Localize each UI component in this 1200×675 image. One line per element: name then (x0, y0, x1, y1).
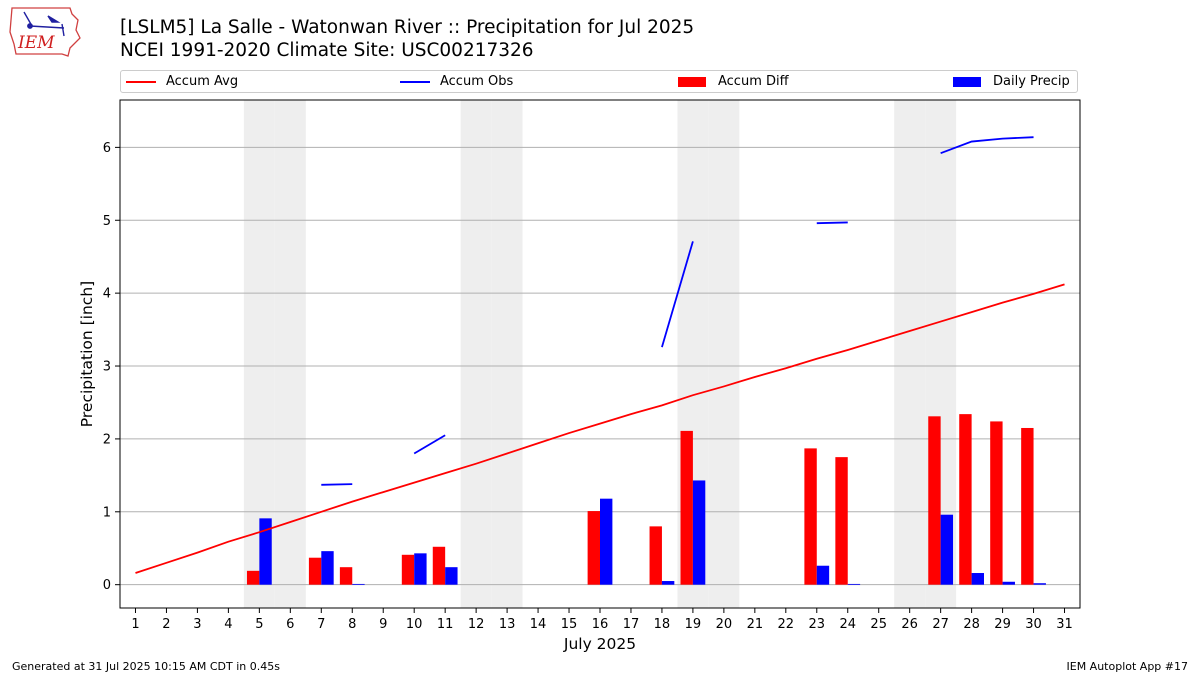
x-tick-label-10: 10 (406, 617, 423, 632)
app-label: IEM Autoplot App #17 (1066, 660, 1189, 673)
bar-accum-diff-day-30 (1021, 427, 1034, 585)
x-tick-label-31: 31 (1056, 617, 1073, 632)
legend-label-accum-diff: Accum Diff (718, 74, 789, 89)
x-tick-label-30: 30 (1025, 617, 1042, 632)
y-tick-label-5: 5 (103, 214, 111, 229)
x-tick-label-8: 8 (348, 617, 356, 632)
bar-daily-precip-day-27 (940, 514, 954, 585)
chart-legend: Accum Avg Accum Obs Accum Diff Daily Pre… (120, 70, 1078, 93)
x-tick-label-23: 23 (809, 617, 826, 632)
x-tick-label-6: 6 (286, 617, 294, 632)
bar-accum-diff-day-18 (649, 526, 662, 585)
weekend-band-20 (708, 100, 740, 608)
iem-logo: IEM (9, 7, 81, 57)
weekend-band-6 (274, 100, 306, 608)
x-tick-label-15: 15 (561, 617, 578, 632)
line-accum-obs-segment-2 (661, 241, 694, 348)
chart-subtitle: NCEI 1991-2020 Climate Site: USC00217326 (120, 40, 534, 61)
bar-accum-diff-day-11 (432, 546, 446, 585)
x-tick-label-25: 25 (870, 617, 887, 632)
x-tick-label-22: 22 (778, 617, 795, 632)
chart-title: [LSLM5] La Salle - Watonwan River :: Pre… (120, 17, 695, 38)
x-tick-label-1: 1 (131, 617, 139, 632)
x-tick-label-28: 28 (963, 617, 980, 632)
x-tick-label-24: 24 (839, 617, 856, 632)
x-tick-label-2: 2 (162, 617, 170, 632)
legend-swatch-accum-diff (678, 77, 706, 87)
legend-swatch-daily-precip (953, 77, 981, 87)
y-tick-label-1: 1 (103, 505, 111, 520)
x-tick-label-7: 7 (317, 617, 325, 632)
line-accum-obs-segment-3 (816, 221, 848, 225)
x-tick-label-16: 16 (592, 617, 609, 632)
bar-daily-precip-day-16 (600, 498, 613, 585)
bar-daily-precip-day-24 (847, 583, 861, 585)
legend-label-accum-avg: Accum Avg (166, 74, 239, 89)
line-accum-obs-segment-1 (413, 434, 446, 455)
bar-accum-diff-day-29 (990, 421, 1003, 585)
bar-daily-precip-day-23 (816, 565, 830, 585)
bar-accum-diff-day-5 (246, 570, 260, 585)
bar-accum-diff-day-23 (804, 448, 817, 585)
bar-accum-diff-day-8 (339, 567, 353, 585)
weather-station-icon (23, 11, 65, 37)
weekend-band-26 (894, 100, 926, 608)
bar-daily-precip-day-11 (445, 567, 458, 585)
bar-accum-diff-day-24 (835, 457, 848, 585)
x-tick-label-11: 11 (437, 617, 454, 632)
bar-daily-precip-day-18 (661, 581, 675, 585)
weekend-band-13 (491, 100, 523, 608)
x-tick-label-21: 21 (747, 617, 764, 632)
bar-accum-diff-day-7 (308, 557, 322, 585)
x-tick-label-18: 18 (654, 617, 671, 632)
y-tick-label-0: 0 (103, 578, 111, 593)
x-tick-label-19: 19 (685, 617, 702, 632)
logo-text: IEM (17, 33, 55, 53)
x-tick-label-29: 29 (994, 617, 1011, 632)
x-tick-label-5: 5 (255, 617, 263, 632)
bar-daily-precip-day-30 (1033, 583, 1046, 585)
legend-swatch-accum-obs (400, 81, 430, 83)
legend-swatch-accum-avg (126, 81, 156, 83)
y-axis-label: Precipitation [inch] (78, 281, 96, 427)
bar-accum-diff-day-28 (959, 414, 972, 585)
x-axis-label: July 2025 (563, 635, 636, 653)
x-tick-label-26: 26 (901, 617, 918, 632)
bar-accum-diff-day-16 (587, 511, 600, 585)
bar-daily-precip-day-29 (1002, 581, 1015, 585)
legend-label-daily-precip: Daily Precip (993, 74, 1070, 89)
x-tick-label-27: 27 (932, 617, 949, 632)
y-tick-label-4: 4 (103, 287, 111, 302)
x-tick-label-20: 20 (716, 617, 733, 632)
bar-accum-diff-day-10 (401, 554, 415, 585)
bar-daily-precip-day-5 (259, 518, 272, 585)
x-tick-label-14: 14 (530, 617, 547, 632)
bar-daily-precip-day-28 (971, 573, 984, 585)
weekend-band-12 (460, 100, 492, 608)
generated-timestamp: Generated at 31 Jul 2025 10:15 AM CDT in… (12, 660, 280, 673)
x-tick-label-17: 17 (623, 617, 640, 632)
bar-daily-precip-day-10 (414, 553, 427, 585)
x-tick-label-12: 12 (468, 617, 485, 632)
bar-daily-precip-day-19 (692, 480, 706, 585)
line-accum-obs-segment-4 (940, 136, 1034, 155)
bar-accum-diff-day-19 (680, 430, 693, 585)
x-tick-label-4: 4 (224, 617, 232, 632)
x-tick-label-13: 13 (499, 617, 516, 632)
bar-daily-precip-day-8 (352, 583, 365, 585)
y-tick-label-3: 3 (103, 360, 111, 375)
line-accum-avg (135, 283, 1065, 574)
y-tick-label-2: 2 (103, 432, 111, 447)
line-accum-obs-segment-0 (321, 483, 353, 486)
bar-accum-diff-day-27 (928, 416, 941, 585)
x-tick-label-9: 9 (379, 617, 387, 632)
y-tick-label-6: 6 (103, 141, 111, 156)
x-tick-label-3: 3 (193, 617, 201, 632)
bar-daily-precip-day-7 (321, 551, 334, 585)
legend-label-accum-obs: Accum Obs (440, 74, 514, 89)
